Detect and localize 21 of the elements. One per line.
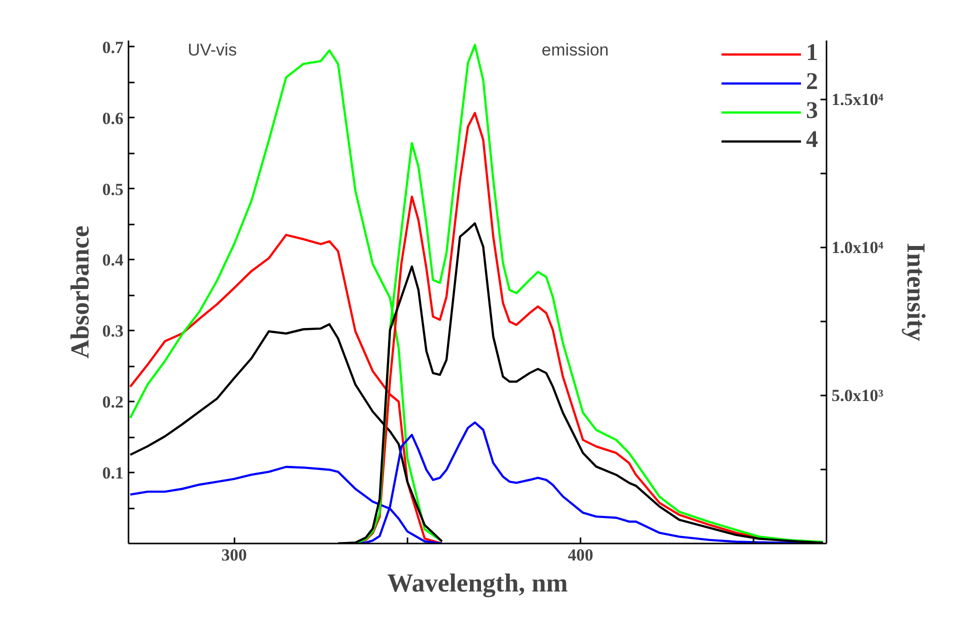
x-tick-label: 300: [221, 546, 247, 564]
legend-label: 2: [806, 69, 819, 96]
y2-tick-label: 5.0x10³: [832, 386, 884, 406]
x-axis-title: Wavelength, nm: [387, 568, 568, 598]
y-tick-label: 0.3: [102, 322, 124, 341]
y2-tick-label: 1.5x10⁴: [832, 90, 884, 110]
x-tick-label: 400: [568, 546, 594, 564]
y2-tick-label: 1.0x10⁴: [832, 238, 884, 258]
y-tick-label: 0.6: [102, 108, 124, 128]
y-tick-label: 0.2: [102, 392, 124, 412]
y-tick-label: 0.7: [102, 38, 124, 57]
y-tick-label: 0.4: [102, 250, 124, 270]
y2-axis-title: Intensity: [901, 242, 930, 342]
legend-label: 3: [806, 98, 819, 125]
y-axis-title: Absorbance: [65, 226, 94, 358]
annotation: emission: [542, 40, 609, 60]
y-tick-label: 0.1: [102, 464, 124, 483]
y-tick-label: 0.5: [102, 180, 124, 199]
legend-label: 4: [806, 127, 819, 154]
annotation: UV-vis: [188, 40, 237, 60]
legend-label: 1: [806, 40, 819, 67]
